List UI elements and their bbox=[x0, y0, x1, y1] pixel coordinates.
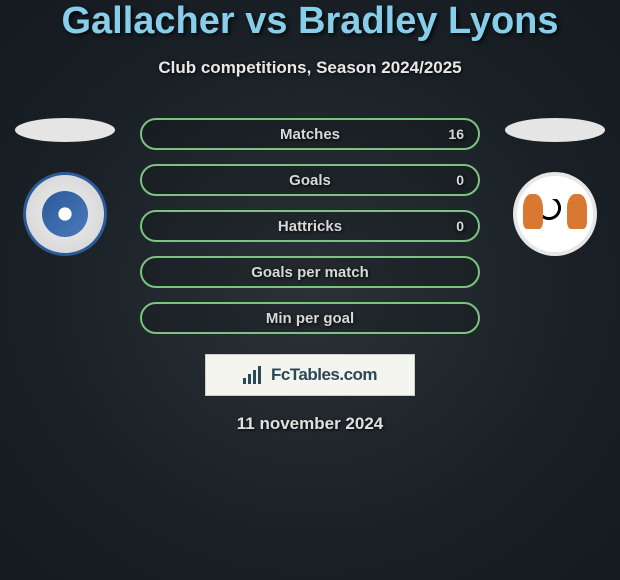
stat-label: Goals per match bbox=[251, 264, 369, 281]
stat-label: Min per goal bbox=[266, 310, 354, 327]
brand-name: FcTables.com bbox=[271, 365, 377, 385]
stat-label: Goals bbox=[289, 172, 331, 189]
stat-row-matches: Matches 16 bbox=[140, 118, 480, 150]
stat-value-right: 0 bbox=[456, 172, 464, 188]
brand-watermark[interactable]: FcTables.com bbox=[205, 354, 415, 396]
stat-label: Hattricks bbox=[278, 218, 342, 235]
page-subtitle: Club competitions, Season 2024/2025 bbox=[158, 58, 461, 78]
team-badge-left bbox=[23, 172, 107, 256]
brand-chart-icon bbox=[243, 366, 267, 384]
stat-value-right: 16 bbox=[448, 126, 464, 142]
stats-area: Matches 16 Goals 0 Hattricks 0 Goals per… bbox=[0, 118, 620, 334]
mascot-right-icon bbox=[567, 194, 587, 229]
stat-label: Matches bbox=[280, 126, 340, 143]
mascot-left-icon bbox=[523, 194, 543, 229]
left-player-column bbox=[15, 118, 115, 256]
stat-row-hattricks: Hattricks 0 bbox=[140, 210, 480, 242]
player-silhouette-left bbox=[15, 118, 115, 142]
stat-value-right: 0 bbox=[456, 218, 464, 234]
stat-row-min-per-goal: Min per goal bbox=[140, 302, 480, 334]
badge-right-mascots bbox=[513, 172, 597, 256]
stat-row-goals: Goals 0 bbox=[140, 164, 480, 196]
team-badge-right bbox=[513, 172, 597, 256]
player-silhouette-right bbox=[505, 118, 605, 142]
stats-column: Matches 16 Goals 0 Hattricks 0 Goals per… bbox=[140, 118, 480, 334]
date-label: 11 november 2024 bbox=[237, 414, 383, 434]
stat-row-goals-per-match: Goals per match bbox=[140, 256, 480, 288]
page-title: Gallacher vs Bradley Lyons bbox=[61, 0, 558, 43]
comparison-card: Gallacher vs Bradley Lyons Club competit… bbox=[0, 0, 620, 434]
right-player-column bbox=[505, 118, 605, 256]
